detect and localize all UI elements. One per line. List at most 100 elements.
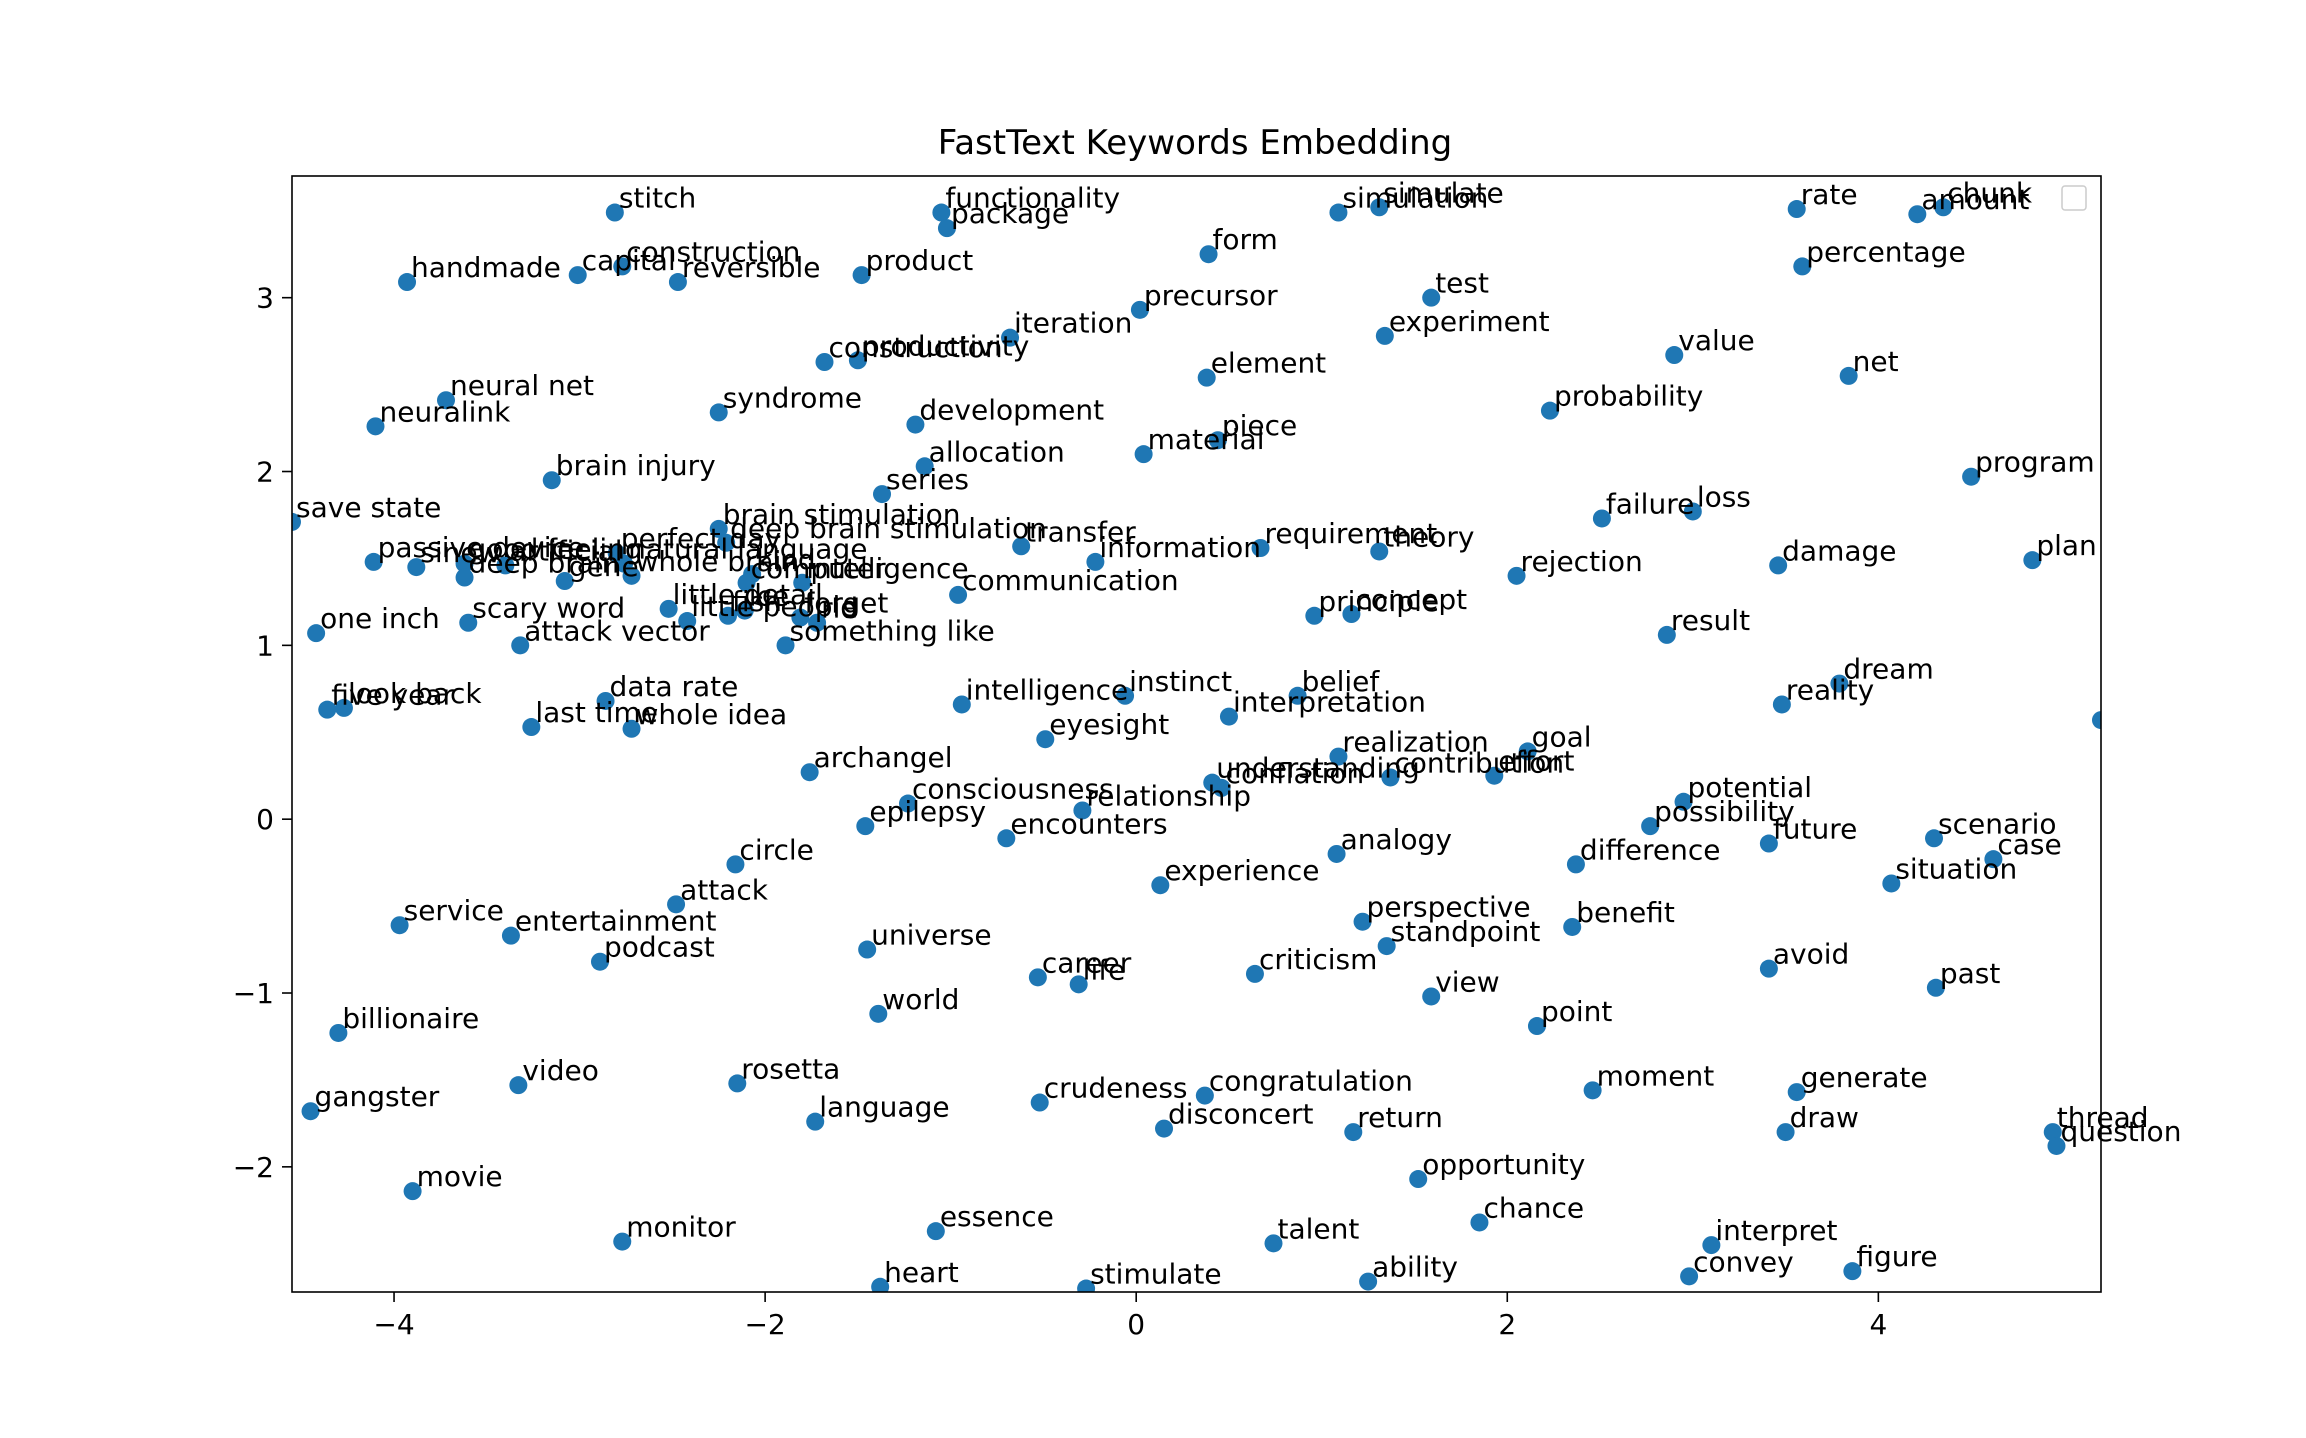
- point-label: precursor: [1144, 279, 1278, 312]
- point-label: instinct: [1129, 665, 1232, 698]
- point-label: concept: [1355, 583, 1467, 616]
- data-point: [1264, 1234, 1283, 1253]
- point-label: artificial: [509, 534, 622, 567]
- point-label: rid: [821, 592, 858, 625]
- point-label: net: [1853, 345, 1899, 378]
- point-label: test: [1435, 267, 1489, 300]
- point-label: life: [1083, 953, 1126, 986]
- point-label: epilepsy: [869, 795, 986, 828]
- data-point: [2043, 1123, 2062, 1142]
- data-point: [334, 698, 353, 717]
- data-point: [952, 695, 971, 714]
- data-point: [455, 568, 474, 587]
- data-point: [728, 1074, 747, 1093]
- point-label: little detail: [673, 578, 823, 611]
- point-label: transfer: [1025, 515, 1136, 548]
- data-point: [668, 273, 687, 292]
- point-label: figure: [1856, 1240, 1937, 1273]
- data-point: [1069, 975, 1088, 994]
- data-point: [1583, 1081, 1602, 1100]
- point-label: deep brain: [469, 547, 620, 580]
- data-point: [1641, 817, 1660, 836]
- data-point: [318, 700, 337, 719]
- point-label: simulate: [1383, 176, 1504, 209]
- point-label: productivity: [862, 329, 1029, 362]
- point-label: standpoint: [1391, 915, 1541, 948]
- data-point: [1485, 766, 1504, 785]
- data-point: [906, 415, 925, 434]
- point-label: kind: [756, 543, 816, 576]
- data-point: [496, 556, 515, 575]
- data-point: [1028, 968, 1047, 987]
- data-point: [709, 519, 728, 538]
- point-label: element: [1211, 347, 1326, 380]
- point-label: whole brain: [636, 545, 800, 578]
- point-label: experiment: [1389, 305, 1550, 338]
- data-point: [1839, 366, 1858, 385]
- data-point: [1245, 964, 1264, 983]
- axes: −4 −2 0 2 4 −2 −1 0 1 2 3: [233, 175, 2102, 1341]
- point-label: requirement: [1265, 517, 1438, 550]
- point-label: monitor: [626, 1211, 736, 1244]
- data-point: [390, 916, 409, 935]
- y-tick-label: −1: [233, 977, 274, 1010]
- point-label: probability: [1554, 380, 1703, 413]
- data-point: [1787, 1083, 1806, 1102]
- point-label: save state: [296, 491, 441, 524]
- point-label: gangster: [315, 1080, 440, 1113]
- x-tick-label: 4: [1869, 1308, 1887, 1341]
- data-point: [1329, 203, 1348, 222]
- point-label: principle: [1318, 585, 1439, 618]
- point-label: functionality: [945, 182, 1120, 215]
- point-label: amount: [1921, 183, 2029, 216]
- data-point: [1793, 257, 1812, 276]
- point-label: contribution: [1394, 746, 1564, 779]
- point-label: neural net: [450, 369, 594, 402]
- data-point: [1251, 539, 1270, 557]
- point-label: benefit: [1576, 896, 1675, 929]
- point-label: reversible: [682, 251, 821, 284]
- data-point: [709, 403, 728, 422]
- data-point: [1116, 686, 1135, 705]
- point-label: perspective: [1367, 891, 1531, 924]
- point-label: passive device: [378, 531, 585, 564]
- data-point: [1772, 695, 1791, 714]
- data-point: [1077, 1279, 1096, 1292]
- legend-box: [2061, 185, 2087, 211]
- point-label: conflation: [1226, 757, 1365, 790]
- point-label: disconcert: [1168, 1098, 1314, 1131]
- point-label: billionaire: [342, 1002, 479, 1035]
- data-point: [848, 351, 867, 370]
- point-label: podcast: [604, 931, 715, 964]
- point-label: iteration: [1014, 307, 1132, 340]
- point-label: plan: [2036, 529, 2096, 562]
- data-point: [1882, 874, 1901, 893]
- data-point: [1657, 625, 1676, 644]
- data-point: [717, 533, 736, 552]
- data-point: [366, 417, 385, 436]
- data-point: [800, 763, 819, 782]
- data-point: [329, 1023, 348, 1042]
- point-label: criticism: [1259, 943, 1377, 976]
- point-label: ability: [1372, 1251, 1458, 1284]
- point-label: allocation: [929, 435, 1065, 468]
- data-point: [1012, 537, 1031, 556]
- data-point: [1470, 1213, 1489, 1232]
- point-label: construction: [828, 331, 1002, 364]
- data-point: [542, 471, 561, 490]
- point-label: belief: [1302, 665, 1381, 698]
- point-label: video: [522, 1054, 598, 1087]
- data-point: [852, 266, 871, 285]
- data-point: [1563, 917, 1582, 936]
- point-label: opportunity: [1422, 1148, 1585, 1181]
- point-label: rosetta: [741, 1052, 840, 1085]
- point-label: effort: [1498, 745, 1574, 778]
- point-label: simulation: [1342, 182, 1488, 215]
- point-label: perfect day: [621, 522, 781, 555]
- data-point: [1342, 605, 1361, 624]
- data-points: [292, 198, 2101, 1292]
- point-label: syndrome: [723, 381, 862, 414]
- data-point: [1843, 1262, 1862, 1281]
- point-label: value: [1678, 324, 1754, 357]
